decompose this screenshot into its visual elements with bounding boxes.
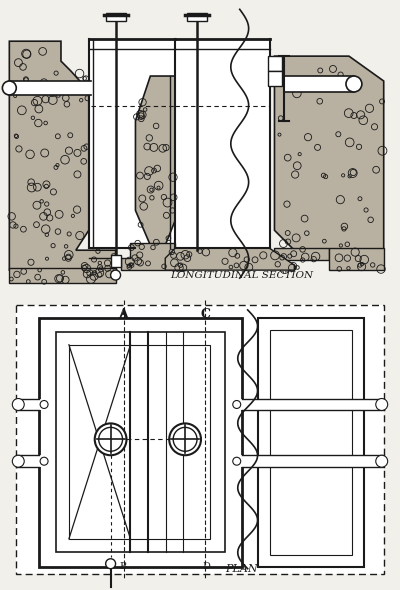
Bar [106,14,126,21]
Circle shape [111,270,120,280]
Bar [258,318,364,567]
Circle shape [12,455,24,467]
Polygon shape [120,243,185,270]
Bar [237,398,387,411]
Bar [175,39,270,248]
Bar [16,455,44,467]
Bar [187,14,207,21]
Polygon shape [9,41,116,270]
Circle shape [12,398,24,411]
Text: D: D [202,562,210,571]
Bar [111,255,120,267]
Circle shape [95,424,126,455]
Text: C: C [201,308,211,321]
Circle shape [376,398,388,411]
Polygon shape [329,248,384,270]
Circle shape [233,457,241,465]
Circle shape [99,427,122,451]
Text: LONGITUDINAL SECTION: LONGITUDINAL SECTION [170,271,313,280]
Bar [89,39,175,248]
Circle shape [40,457,48,465]
Bar [39,318,242,567]
Circle shape [173,427,197,451]
Circle shape [346,76,362,92]
Bar [16,305,384,573]
Text: B: B [119,562,126,571]
Bar [270,330,352,555]
Circle shape [169,424,201,455]
Bar [16,398,44,411]
Bar [6,6,394,290]
Circle shape [2,81,16,95]
Text: A: A [118,308,128,321]
Text: PLAN: PLAN [225,563,258,573]
Polygon shape [9,268,116,283]
Bar [284,76,354,92]
Bar [268,71,282,86]
Circle shape [376,455,388,467]
Circle shape [106,559,116,569]
Bar [268,56,282,71]
Polygon shape [165,248,294,270]
Polygon shape [274,56,384,270]
Polygon shape [136,76,175,245]
Bar [237,455,387,467]
Bar [9,81,91,95]
Circle shape [40,401,48,408]
Polygon shape [274,248,329,260]
Circle shape [233,401,241,408]
Bar [69,345,210,539]
Bar [16,305,384,573]
Bar [56,332,225,552]
